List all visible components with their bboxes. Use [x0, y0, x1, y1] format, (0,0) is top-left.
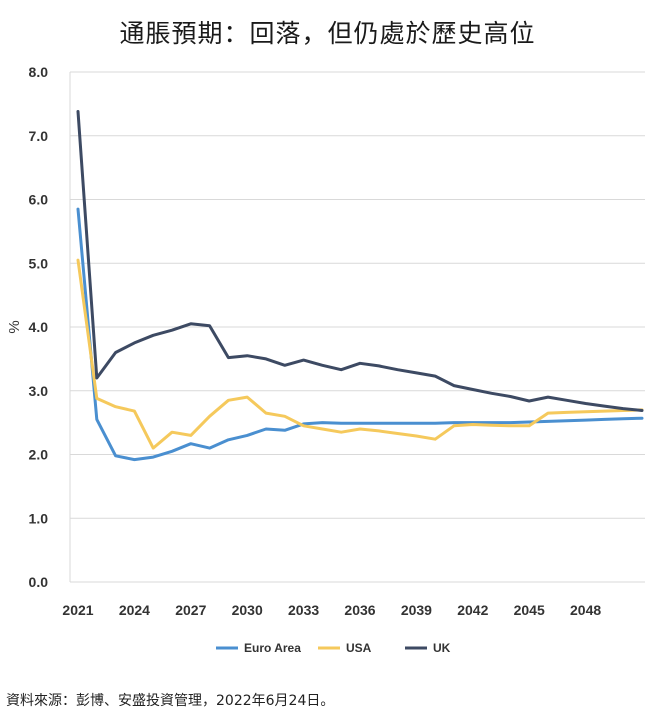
x-tick-label: 2042 [457, 602, 488, 618]
x-tick-label: 2036 [344, 602, 375, 618]
series-line-usa [76, 258, 644, 450]
series-line-uk [76, 110, 644, 412]
y-tick-label: 4.0 [29, 319, 49, 335]
chart-title: 通脹預期：回落，但仍處於歷史高位 [119, 19, 536, 48]
y-tick-label: 5.0 [29, 255, 49, 271]
x-tick-label: 2045 [514, 602, 545, 618]
x-tick-label: 2033 [288, 602, 319, 618]
y-tick-label: 6.0 [29, 192, 49, 208]
legend-label: USA [346, 641, 372, 655]
x-tick-label: 2030 [232, 602, 263, 618]
x-tick-label: 2027 [175, 602, 206, 618]
y-tick-label: 0.0 [29, 574, 49, 590]
x-tick-labels: 2021 2024 2027 2030 2033 2036 2039 2042 2045 2048 [62, 602, 601, 618]
y-tick-label: 8.0 [29, 64, 49, 80]
series-line-euro-area [76, 207, 644, 462]
y-axis-label: % [6, 320, 23, 333]
legend-label: Euro Area [244, 641, 301, 655]
y-tick-label: 7.0 [29, 128, 49, 144]
y-tick-label: 1.0 [29, 510, 49, 526]
legend: Euro Area USA UK [216, 641, 451, 655]
source-note: 資料來源：彭博、安盛投資管理，2022年6月24日。 [6, 693, 335, 709]
x-tick-label: 2024 [119, 602, 150, 618]
series-lines [76, 110, 644, 462]
legend-label: UK [433, 641, 451, 655]
gridlines [69, 71, 645, 583]
y-tick-label: 2.0 [29, 447, 49, 463]
x-tick-label: 2039 [401, 602, 432, 618]
x-tick-label: 2021 [62, 602, 93, 618]
y-tick-label: 3.0 [29, 383, 49, 399]
y-tick-labels: 0.0 1.0 2.0 3.0 4.0 5.0 6.0 7.0 8.0 [29, 64, 49, 590]
x-tick-label: 2048 [570, 602, 601, 618]
